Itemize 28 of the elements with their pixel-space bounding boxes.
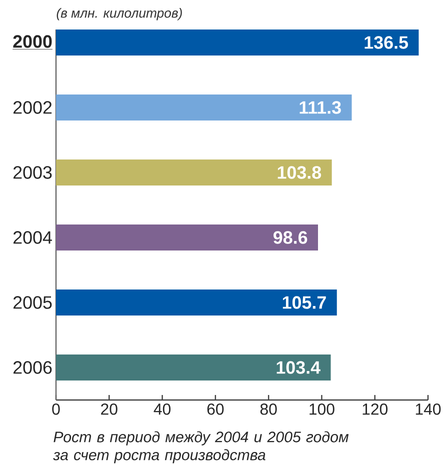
bar [56,159,332,186]
y-tick-label: 2005 [13,296,52,309]
data-label: 105.7 [282,296,326,309]
x-tick-label: 140 [416,404,441,415]
text: Рост в период между 2004 и 2005 годом за счет роста производства [53,431,349,464]
x-tick-label: 60 [207,404,224,415]
y-tick-label: 2004 [13,231,52,244]
bar [56,224,318,250]
bar [56,94,352,120]
bar [56,29,419,56]
x-tick-label: 120 [362,404,388,415]
data-label: 111.3 [300,101,341,114]
y-tick-label: 2000 [13,35,52,48]
bar [56,290,337,316]
y-tick-label: 2003 [13,166,52,179]
x-tick-label: 0 [52,404,60,415]
data-label: 103.8 [278,166,322,179]
bar [56,354,331,380]
data-label: 103.4 [276,361,320,374]
x-tick-label: 20 [101,404,118,415]
x-tick-label: 40 [154,404,171,415]
data-label: 136.5 [364,36,408,49]
chart-subtitle: (в млн. килолитров) [56,8,182,20]
x-tick-label: 100 [310,404,334,415]
y-tick-label: 2002 [13,101,52,114]
x-tick-label: 80 [260,404,277,415]
data-label: 98.6 [274,231,308,244]
y-tick-label: 2006 [13,361,52,374]
